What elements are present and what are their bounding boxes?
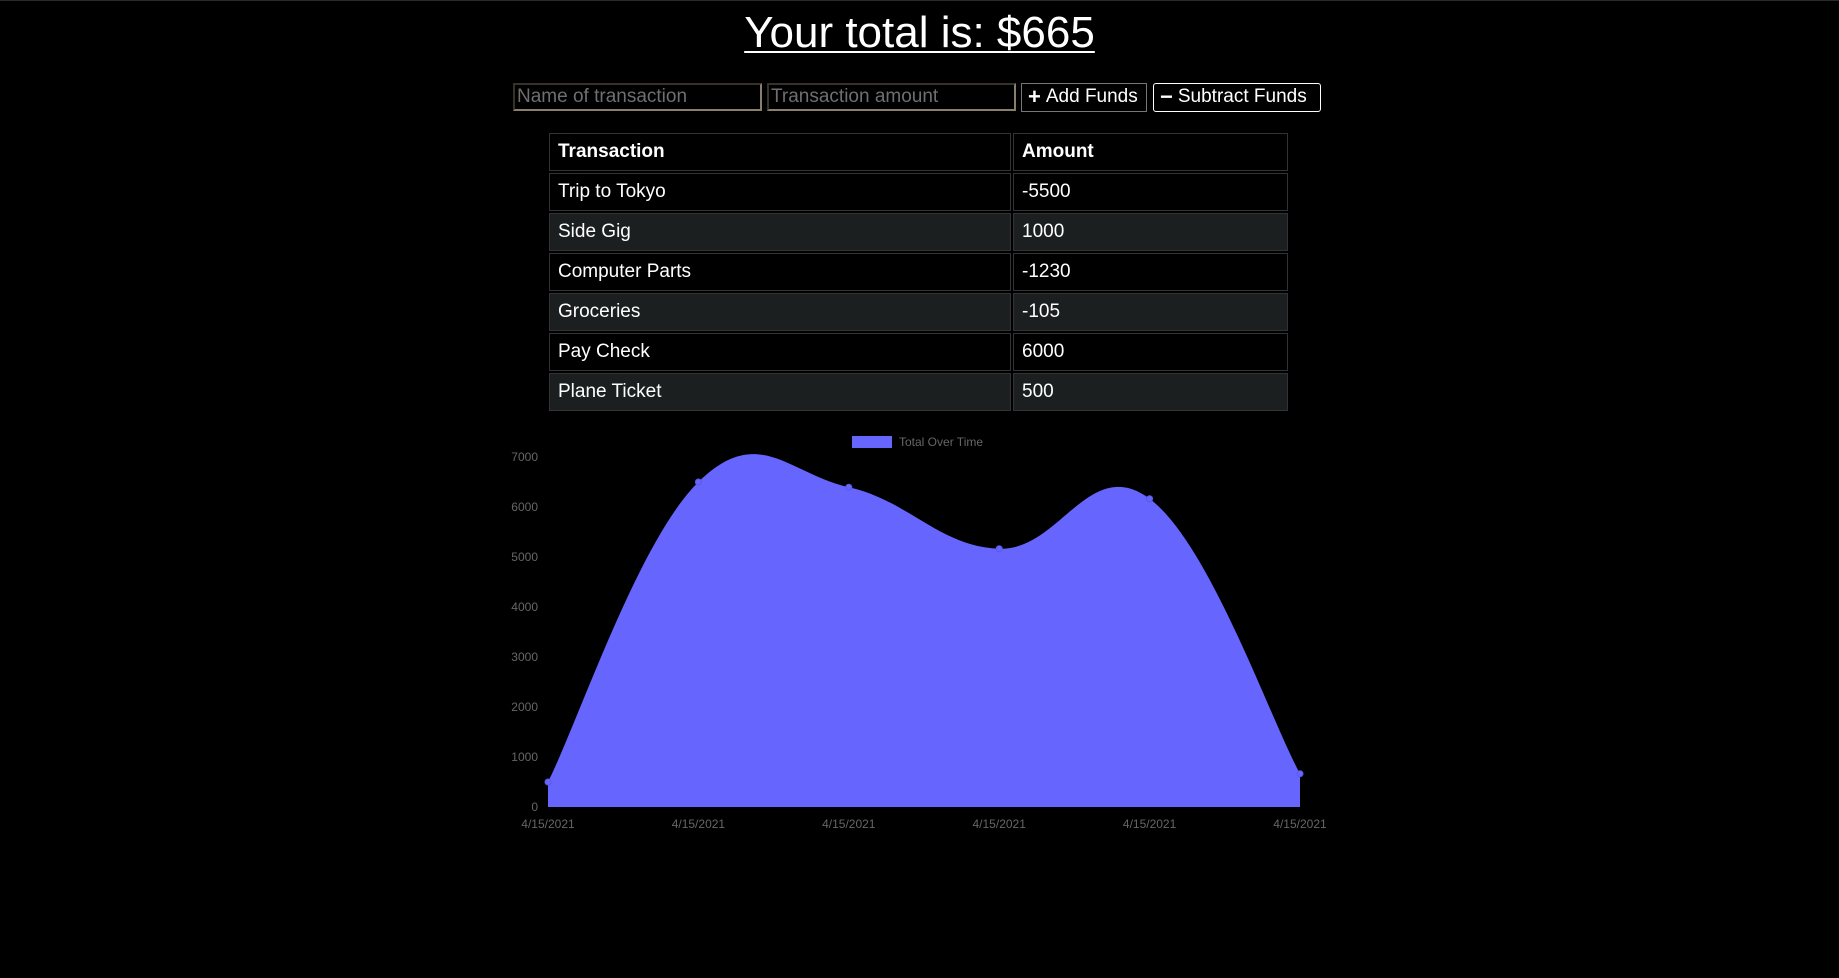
chart-legend: Total Over Time xyxy=(852,435,983,449)
x-tick-label: 4/15/2021 xyxy=(521,817,575,831)
data-point xyxy=(845,483,853,491)
x-tick-label: 4/15/2021 xyxy=(1273,817,1327,831)
subtract-funds-label: Subtract Funds xyxy=(1177,86,1307,107)
transactions-table: Transaction Amount Trip to Tokyo -5500 S… xyxy=(547,131,1290,413)
table-row: Plane Ticket 500 xyxy=(549,373,1288,411)
table-row: Groceries -105 xyxy=(549,293,1288,331)
transaction-name: Side Gig xyxy=(549,213,1011,251)
legend-label: Total Over Time xyxy=(899,435,983,449)
legend-swatch xyxy=(852,436,892,448)
transaction-name: Computer Parts xyxy=(549,253,1011,291)
total-heading: Your total is: $665 xyxy=(744,8,1095,57)
data-points xyxy=(544,478,1304,786)
data-point xyxy=(544,778,552,786)
table-row: Side Gig 1000 xyxy=(549,213,1288,251)
add-funds-label: Add Funds xyxy=(1045,86,1138,107)
transaction-name: Plane Ticket xyxy=(549,373,1011,411)
plus-icon: + xyxy=(1028,84,1041,109)
transaction-amount: 500 xyxy=(1013,373,1288,411)
y-axis: 0 1000 2000 3000 4000 5000 6000 7000 xyxy=(511,450,538,814)
transaction-amount: -105 xyxy=(1013,293,1288,331)
y-tick-label: 0 xyxy=(531,800,538,814)
top-border xyxy=(0,0,1839,1)
transaction-amount: -1230 xyxy=(1013,253,1288,291)
header-transaction: Transaction xyxy=(549,133,1011,171)
area-series-total xyxy=(548,454,1300,807)
x-tick-label: 4/15/2021 xyxy=(672,817,726,831)
table-row: Trip to Tokyo -5500 xyxy=(549,173,1288,211)
data-point xyxy=(694,478,702,486)
header-amount: Amount xyxy=(1013,133,1288,171)
x-tick-label: 4/15/2021 xyxy=(973,817,1027,831)
data-point xyxy=(1146,495,1154,503)
transaction-amount-input[interactable] xyxy=(767,83,1016,111)
table-row: Computer Parts -1230 xyxy=(549,253,1288,291)
data-point xyxy=(995,545,1003,553)
transaction-amount: -5500 xyxy=(1013,173,1288,211)
minus-icon: − xyxy=(1160,84,1173,109)
y-tick-label: 3000 xyxy=(511,650,538,664)
transaction-name-input[interactable] xyxy=(513,83,762,111)
data-point xyxy=(1296,770,1304,778)
y-tick-label: 6000 xyxy=(511,500,538,514)
y-tick-label: 7000 xyxy=(511,450,538,464)
transaction-name: Groceries xyxy=(549,293,1011,331)
transaction-name: Pay Check xyxy=(549,333,1011,371)
y-tick-label: 1000 xyxy=(511,750,538,764)
add-funds-button[interactable]: + Add Funds xyxy=(1021,82,1147,112)
table-row: Pay Check 6000 xyxy=(549,333,1288,371)
transaction-amount: 6000 xyxy=(1013,333,1288,371)
y-tick-label: 2000 xyxy=(511,700,538,714)
y-tick-label: 4000 xyxy=(511,600,538,614)
x-tick-label: 4/15/2021 xyxy=(822,817,876,831)
x-axis: 4/15/2021 4/15/2021 4/15/2021 4/15/2021 4/15… xyxy=(521,817,1327,831)
transaction-name: Trip to Tokyo xyxy=(549,173,1011,211)
transaction-amount: 1000 xyxy=(1013,213,1288,251)
transaction-form: + Add Funds − Subtract Funds xyxy=(513,82,1327,112)
x-tick-label: 4/15/2021 xyxy=(1123,817,1177,831)
subtract-funds-button[interactable]: − Subtract Funds xyxy=(1153,82,1321,112)
table-header-row: Transaction Amount xyxy=(549,133,1288,171)
y-tick-label: 5000 xyxy=(511,550,538,564)
